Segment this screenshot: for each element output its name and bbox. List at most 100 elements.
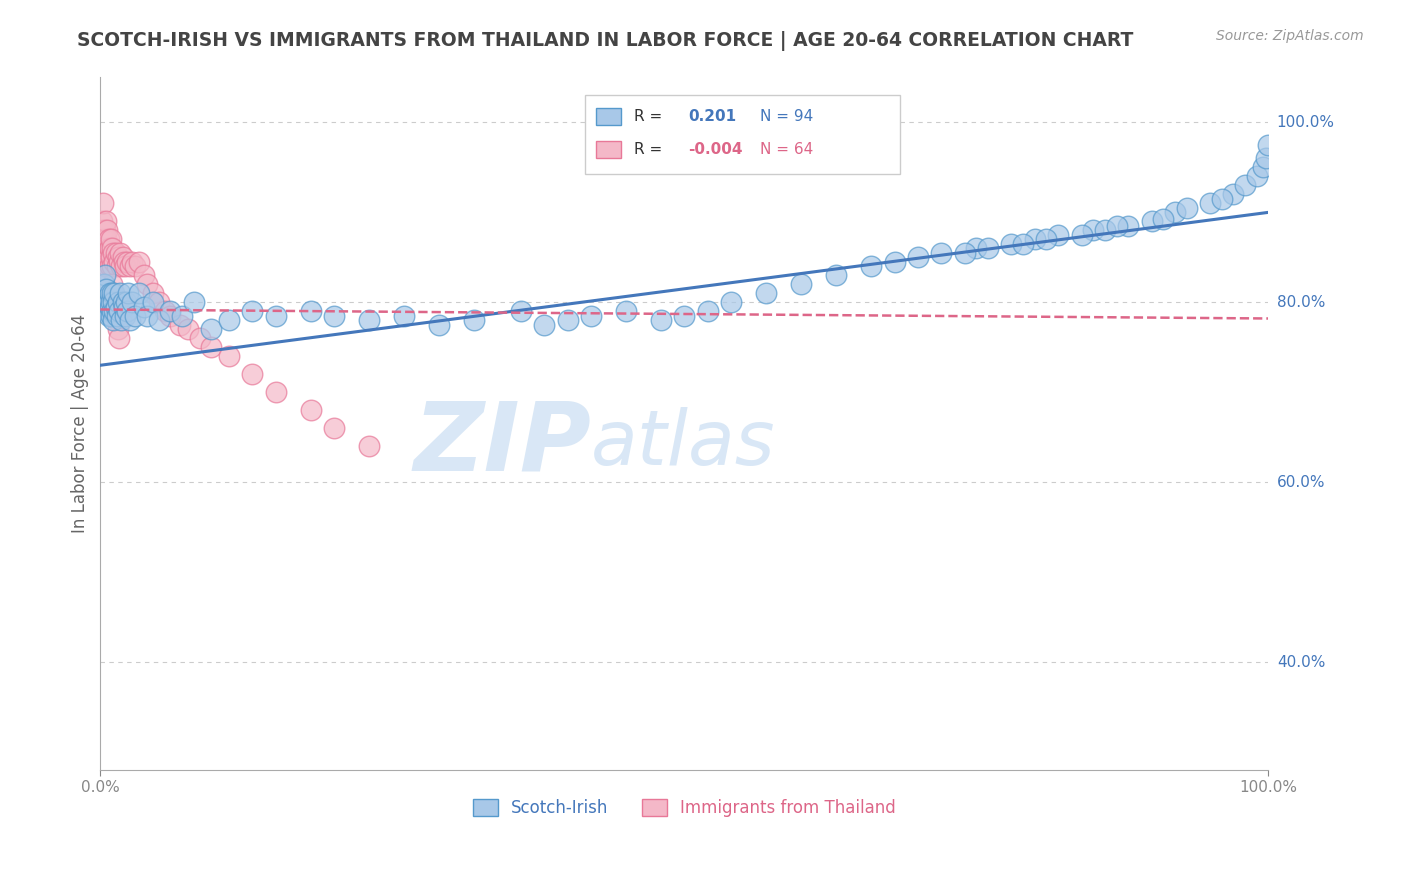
- Point: [965, 241, 987, 255]
- Point: [177, 322, 200, 336]
- Point: [1234, 178, 1257, 193]
- Point: [1175, 201, 1198, 215]
- Point: [953, 245, 976, 260]
- Point: [427, 318, 450, 332]
- Point: [200, 322, 222, 336]
- Point: [100, 295, 122, 310]
- Point: [1140, 214, 1163, 228]
- Point: [94, 223, 117, 237]
- Point: [673, 309, 696, 323]
- Point: [96, 241, 118, 255]
- Point: [533, 318, 555, 332]
- Point: [105, 313, 128, 327]
- Point: [977, 241, 1000, 255]
- Point: [1211, 192, 1233, 206]
- Point: [94, 260, 117, 274]
- Point: [172, 309, 194, 323]
- Point: [96, 250, 118, 264]
- Point: [1024, 232, 1046, 246]
- Text: SCOTCH-IRISH VS IMMIGRANTS FROM THAILAND IN LABOR FORCE | AGE 20-64 CORRELATION : SCOTCH-IRISH VS IMMIGRANTS FROM THAILAND…: [77, 31, 1133, 51]
- Point: [91, 223, 114, 237]
- Text: -0.004: -0.004: [688, 142, 742, 157]
- Point: [97, 250, 120, 264]
- Point: [98, 260, 121, 274]
- Point: [463, 313, 485, 327]
- Point: [148, 295, 170, 310]
- Text: 40.0%: 40.0%: [1277, 655, 1324, 670]
- Point: [104, 304, 127, 318]
- Point: [931, 245, 953, 260]
- Point: [132, 300, 155, 314]
- Point: [96, 214, 118, 228]
- Point: [96, 223, 118, 237]
- Point: [103, 286, 125, 301]
- Point: [128, 286, 150, 301]
- Point: [159, 304, 181, 318]
- Point: [218, 313, 240, 327]
- Point: [128, 255, 150, 269]
- Point: [557, 313, 579, 327]
- Point: [392, 309, 415, 323]
- Point: [103, 304, 125, 318]
- Point: [105, 309, 128, 323]
- Point: [148, 313, 170, 327]
- Point: [1199, 196, 1222, 211]
- Point: [96, 304, 118, 318]
- Text: atlas: atlas: [591, 408, 776, 482]
- Point: [94, 241, 117, 255]
- Point: [96, 260, 118, 274]
- Point: [118, 260, 141, 274]
- Point: [907, 250, 929, 264]
- Point: [240, 368, 263, 382]
- Point: [825, 268, 848, 283]
- Point: [183, 295, 205, 310]
- Point: [97, 295, 120, 310]
- Text: 0.201: 0.201: [688, 109, 735, 124]
- Text: R =: R =: [634, 109, 668, 124]
- Point: [1012, 236, 1035, 251]
- FancyBboxPatch shape: [596, 108, 621, 125]
- Point: [115, 295, 138, 310]
- Point: [96, 232, 118, 246]
- Point: [1047, 227, 1070, 242]
- Point: [115, 255, 138, 269]
- Point: [114, 260, 136, 274]
- Point: [94, 268, 117, 283]
- Point: [108, 304, 131, 318]
- Point: [124, 309, 146, 323]
- Point: [614, 304, 637, 318]
- Text: Source: ZipAtlas.com: Source: ZipAtlas.com: [1216, 29, 1364, 43]
- Point: [264, 385, 287, 400]
- Point: [1246, 169, 1268, 184]
- Point: [357, 313, 380, 327]
- Point: [96, 291, 118, 305]
- Point: [98, 286, 121, 301]
- Point: [299, 403, 322, 417]
- Text: 60.0%: 60.0%: [1277, 475, 1326, 490]
- Point: [169, 318, 191, 332]
- Point: [883, 255, 905, 269]
- Point: [97, 232, 120, 246]
- Point: [136, 277, 159, 292]
- Point: [115, 304, 138, 318]
- Point: [103, 245, 125, 260]
- Point: [108, 255, 131, 269]
- Point: [107, 322, 129, 336]
- Point: [98, 300, 121, 314]
- Y-axis label: In Labor Force | Age 20-64: In Labor Force | Age 20-64: [72, 314, 89, 533]
- Point: [1035, 232, 1057, 246]
- Point: [101, 241, 124, 255]
- Legend: Scotch-Irish, Immigrants from Thailand: Scotch-Irish, Immigrants from Thailand: [467, 792, 903, 824]
- Point: [650, 313, 672, 327]
- Bar: [585, 95, 900, 175]
- Point: [264, 309, 287, 323]
- Point: [98, 241, 121, 255]
- Point: [121, 295, 143, 310]
- Point: [1254, 152, 1277, 166]
- Point: [357, 439, 380, 453]
- Point: [696, 304, 718, 318]
- Point: [579, 309, 602, 323]
- Point: [188, 331, 211, 345]
- Point: [142, 286, 165, 301]
- Point: [108, 331, 131, 345]
